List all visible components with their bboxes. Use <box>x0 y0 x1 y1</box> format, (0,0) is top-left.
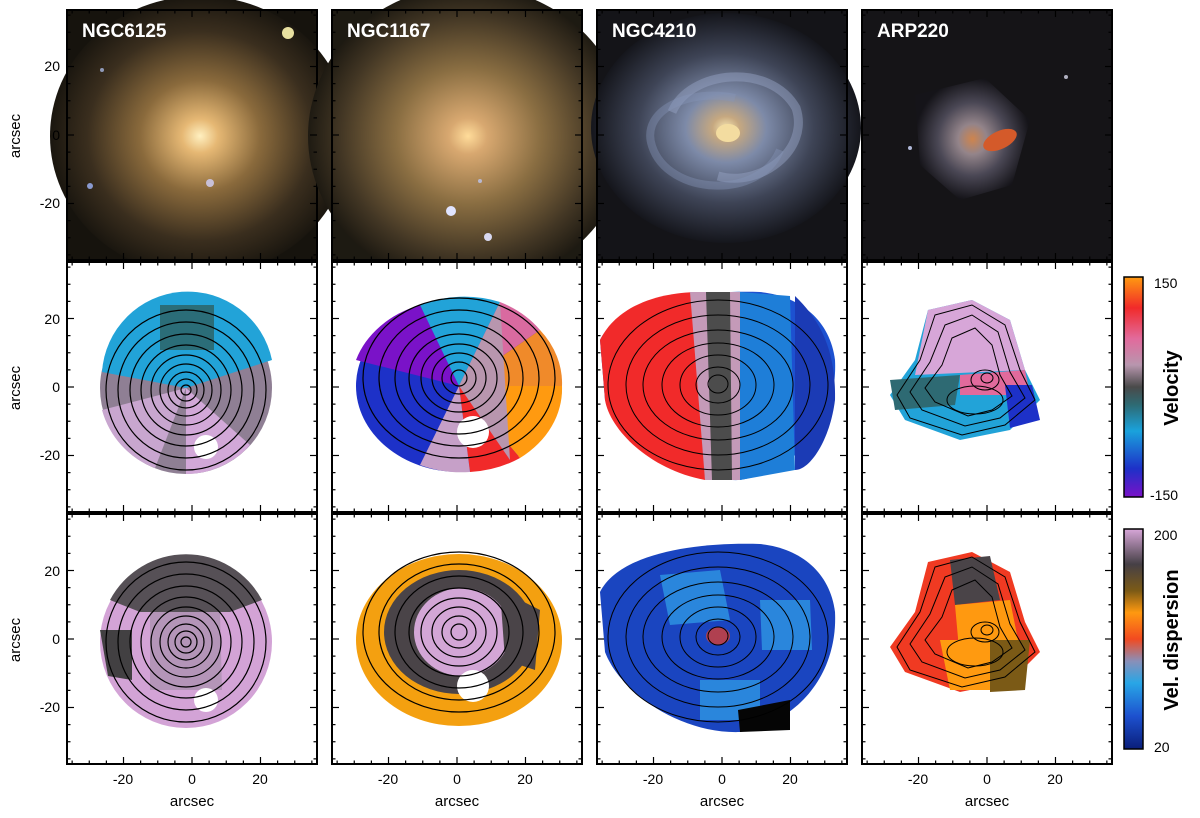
x-axis-title: arcsec <box>170 793 215 810</box>
y-axis-title: arcsec <box>7 617 24 662</box>
galaxy-label-arp220: ARP220 <box>877 21 949 42</box>
galaxy-label-ngc4210: NGC4210 <box>612 21 697 42</box>
x-axis-title: arcsec <box>435 793 480 810</box>
image-panel-arp220 <box>861 9 1113 261</box>
velocity-colorbar-gradient <box>1123 276 1144 498</box>
velocity-colorbar-max: 150 <box>1154 275 1178 291</box>
x-tick-label: 0 <box>718 771 726 787</box>
dispersion-row <box>66 513 1113 765</box>
dispersion-panel-ngc6125 <box>66 513 318 765</box>
x-tick-label: 0 <box>453 771 461 787</box>
velocity-colorbar-title: Velocity <box>1161 349 1183 425</box>
dispersion-colorbar-max: 200 <box>1154 527 1178 543</box>
image-row <box>50 0 1113 286</box>
velocity-panel-arp220 <box>861 261 1113 513</box>
tick-marks <box>67 10 1112 764</box>
image-panel-ngc1167 <box>308 0 628 286</box>
velocity-colorbar: 150 -150 Velocity <box>1123 275 1183 503</box>
x-axis-title: arcsec <box>965 793 1010 810</box>
y-tick-label: 20 <box>44 563 60 579</box>
dispersion-colorbar-min: 20 <box>1154 739 1170 755</box>
y-tick-label: 0 <box>52 379 60 395</box>
y-tick-label: 0 <box>52 127 60 143</box>
dispersion-panel-ngc1167 <box>331 513 583 765</box>
x-tick-label: 20 <box>252 771 268 787</box>
x-tick-label: -20 <box>378 771 398 787</box>
x-tick-label: -20 <box>113 771 133 787</box>
x-tick-label: 20 <box>782 771 798 787</box>
x-tick-label: 0 <box>188 771 196 787</box>
dispersion-colorbar-title: Vel. dispersion <box>1161 569 1183 710</box>
image-panel-ngc4210 <box>591 9 861 261</box>
velocity-panel-ngc1167 <box>331 261 583 513</box>
velocity-colorbar-min: -150 <box>1150 487 1178 503</box>
y-tick-label: 20 <box>44 58 60 74</box>
y-tick-label: -20 <box>40 699 60 715</box>
dispersion-panel-arp220 <box>861 513 1113 765</box>
y-axis-title: arcsec <box>7 365 24 410</box>
y-axis-title: arcsec <box>7 113 24 158</box>
x-tick-label: -20 <box>643 771 663 787</box>
velocity-row <box>66 261 1113 513</box>
x-tick-label: 20 <box>517 771 533 787</box>
dispersion-colorbar-gradient <box>1123 528 1144 750</box>
x-axis-title: arcsec <box>700 793 745 810</box>
y-tick-label: -20 <box>40 447 60 463</box>
x-tick-label: 0 <box>983 771 991 787</box>
y-tick-label: 20 <box>44 311 60 327</box>
dispersion-panel-ngc4210 <box>596 513 848 765</box>
galaxy-label-ngc1167: NGC1167 <box>347 21 430 42</box>
y-axis-ticks: 20 0 -20 20 0 -20 20 0 -20 <box>40 58 60 715</box>
x-tick-label: -20 <box>908 771 928 787</box>
y-tick-label: 0 <box>52 631 60 647</box>
velocity-panel-ngc6125 <box>66 261 318 513</box>
dispersion-colorbar: 200 20 Vel. dispersion <box>1123 527 1183 755</box>
galaxy-label-ngc6125: NGC6125 <box>82 21 167 42</box>
velocity-panel-ngc4210 <box>596 261 848 513</box>
y-tick-label: -20 <box>40 195 60 211</box>
x-axis-ticks: -20 0 20 -20 0 20 -20 0 20 -20 0 20 <box>113 771 1063 787</box>
x-tick-label: 20 <box>1047 771 1063 787</box>
